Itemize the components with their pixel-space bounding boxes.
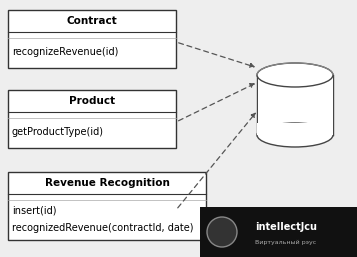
Bar	[8, 172, 206, 240]
Ellipse shape	[257, 123, 333, 147]
Ellipse shape	[207, 217, 237, 247]
Bar	[257, 75, 332, 135]
Bar	[8, 90, 176, 148]
Text: recognizedRevenue(contractId, date): recognizedRevenue(contractId, date)	[12, 223, 193, 233]
Text: recognizeRevenue(id): recognizeRevenue(id)	[12, 47, 119, 57]
Bar	[257, 123, 333, 135]
Text: Виртуальный рэус: Виртуальный рэус	[255, 240, 316, 245]
Bar	[200, 207, 357, 257]
Text: Product: Product	[69, 96, 115, 106]
Bar	[8, 10, 176, 68]
Text: Revenue Recognition: Revenue Recognition	[45, 178, 170, 188]
Ellipse shape	[257, 63, 333, 87]
Text: intellectJcu: intellectJcu	[255, 222, 317, 232]
Text: insert(id): insert(id)	[12, 205, 56, 215]
Text: Contract: Contract	[67, 16, 117, 26]
Text: getProductType(id): getProductType(id)	[12, 127, 104, 137]
